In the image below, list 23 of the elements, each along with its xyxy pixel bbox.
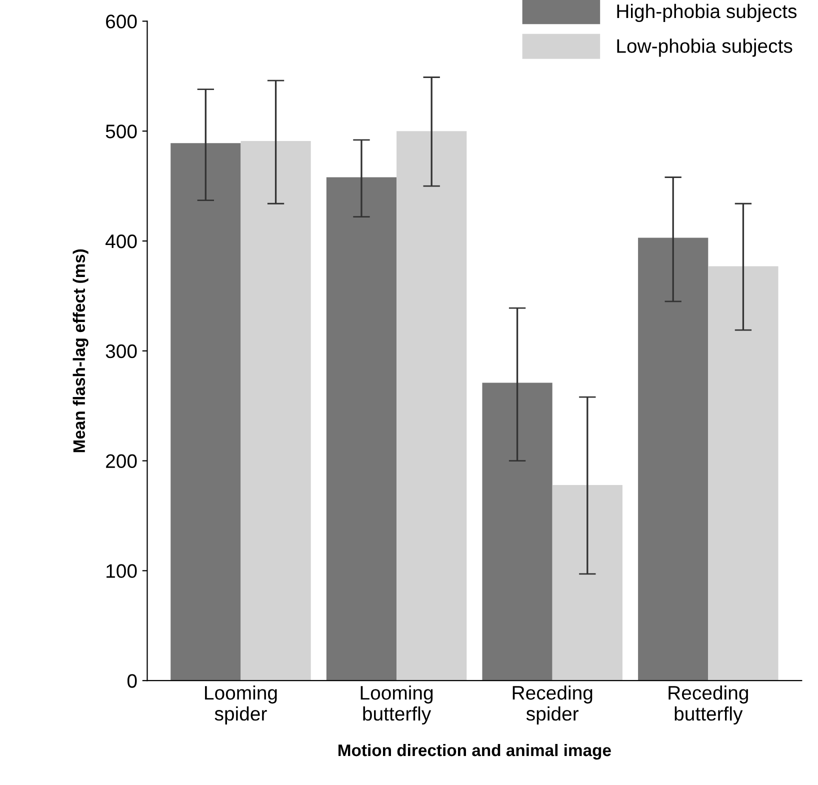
x-tick-label: Receding spider [512, 685, 592, 725]
y-tick-label: 0 [127, 674, 137, 688]
x-axis-title: Motion direction and animal image [338, 744, 611, 760]
y-tick-label: 400 [106, 234, 137, 248]
y-tick-label: 300 [106, 344, 137, 358]
y-tick-label: 600 [106, 14, 137, 28]
y-axis-title: Mean flash-lag effect (ms) [72, 249, 88, 452]
y-tick-label: 200 [106, 454, 137, 468]
bar [326, 177, 397, 681]
bar [396, 131, 467, 681]
bar [240, 140, 311, 681]
bar [170, 143, 241, 681]
y-tick-label: 500 [106, 124, 137, 138]
bar [638, 238, 708, 681]
y-tick-label: 100 [106, 564, 137, 578]
legend-label: High-phobia subjects [617, 4, 797, 22]
bar [482, 382, 552, 681]
legend-label: Low-phobia subjects [617, 38, 792, 57]
x-tick-label: Looming spider [205, 685, 277, 725]
x-tick-label: Looming butterfly [360, 685, 433, 725]
bar [552, 484, 622, 681]
x-tick-label: Receding butterfly [668, 685, 748, 725]
bar [708, 266, 778, 681]
